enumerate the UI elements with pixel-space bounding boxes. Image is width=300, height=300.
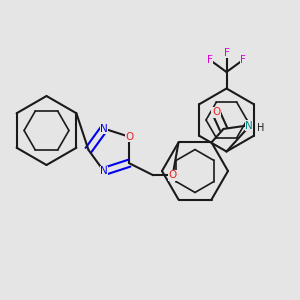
Text: H: H xyxy=(257,123,265,133)
Text: F: F xyxy=(224,47,230,58)
Text: N: N xyxy=(245,121,253,131)
Text: N: N xyxy=(100,167,108,176)
Text: O: O xyxy=(212,107,220,117)
Text: F: F xyxy=(240,55,246,65)
Text: O: O xyxy=(125,132,133,142)
Text: N: N xyxy=(100,124,108,134)
Text: F: F xyxy=(207,55,213,65)
Text: O: O xyxy=(169,170,177,180)
